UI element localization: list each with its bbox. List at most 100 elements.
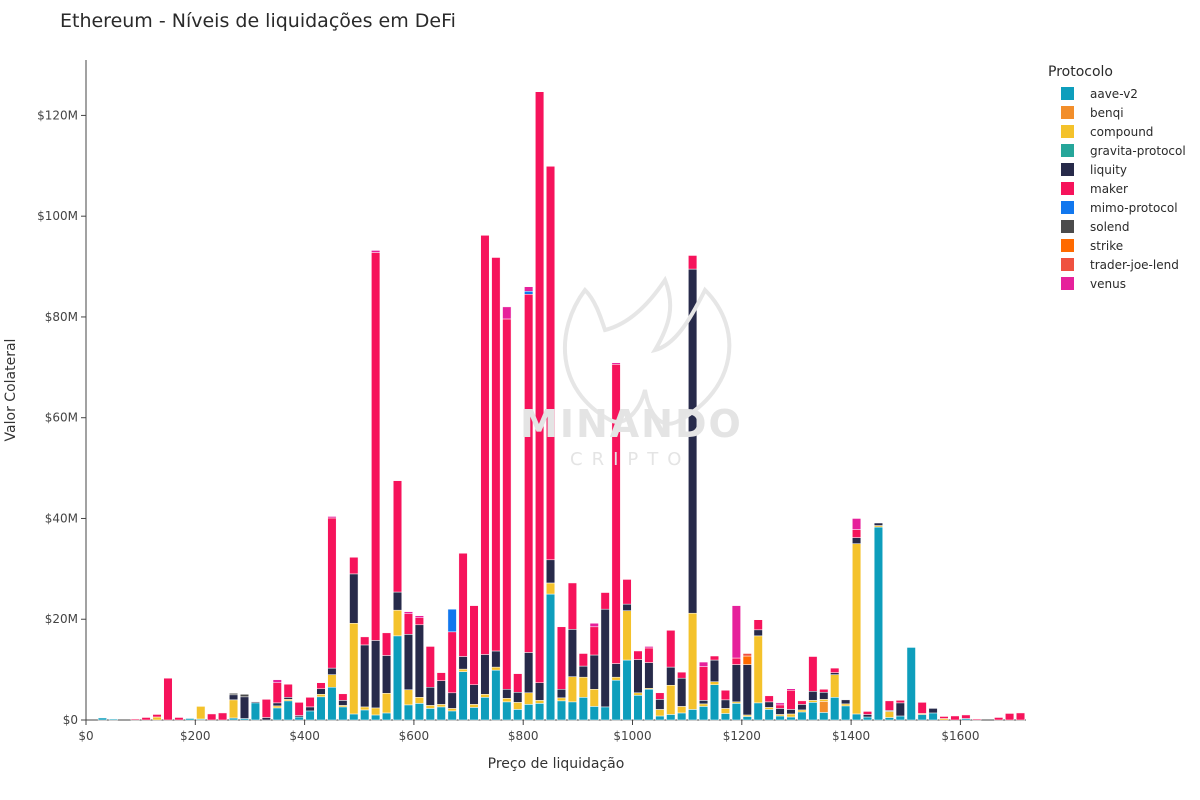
- bar-segment-solend[interactable]: [239, 694, 250, 698]
- bar-segment-maker[interactable]: [305, 697, 315, 708]
- bar-segment-mimo-protocol[interactable]: [447, 608, 457, 633]
- bar-segment-liquity[interactable]: [852, 537, 862, 544]
- bar-segment-maker[interactable]: [830, 667, 840, 673]
- bar-segment-aave-v2[interactable]: [382, 712, 392, 721]
- bar-segment-aave-v2[interactable]: [862, 716, 873, 721]
- bar-segment-liquity[interactable]: [371, 640, 381, 709]
- bar-segment-maker[interactable]: [556, 626, 566, 690]
- bar-segment-compound[interactable]: [786, 713, 796, 718]
- bar-segment-maker[interactable]: [753, 619, 763, 631]
- bar-segment-aave-v2[interactable]: [567, 701, 577, 721]
- bar-segment-venus[interactable]: [589, 623, 599, 628]
- bar-segment-compound[interactable]: [229, 699, 239, 719]
- bar-segment-compound[interactable]: [546, 582, 556, 595]
- bar-segment-maker[interactable]: [644, 647, 654, 663]
- bar-segment-aave-v2[interactable]: [917, 714, 927, 721]
- bar-segment-compound[interactable]: [884, 711, 894, 718]
- bar-segment-venus[interactable]: [852, 518, 862, 530]
- bar-segment-aave-v2[interactable]: [720, 713, 730, 721]
- bar-segment-compound[interactable]: [535, 700, 545, 704]
- bar-segment-compound[interactable]: [425, 705, 435, 709]
- bar-segment-compound[interactable]: [414, 697, 424, 704]
- legend-item-solend[interactable]: solend: [1048, 217, 1186, 236]
- bar-segment-aave-v2[interactable]: [556, 700, 566, 721]
- bar-segment-liquity[interactable]: [349, 573, 359, 624]
- bar-segment-aave-v2[interactable]: [753, 702, 763, 721]
- bar-segment-liquity[interactable]: [546, 559, 556, 584]
- bar-segment-maker[interactable]: [655, 692, 665, 700]
- bar-segment-maker[interactable]: [950, 715, 960, 721]
- bar-segment-maker[interactable]: [775, 704, 785, 709]
- bar-segment-maker[interactable]: [786, 690, 796, 710]
- bar-segment-venus[interactable]: [272, 679, 282, 683]
- bar-segment-maker[interactable]: [480, 235, 490, 655]
- bar-segment-compound[interactable]: [436, 704, 446, 708]
- bar-segment-liquity[interactable]: [480, 654, 490, 695]
- bar-segment-aave-v2[interactable]: [830, 697, 840, 721]
- bar-segment-compound[interactable]: [753, 635, 763, 704]
- bar-segment-aave-v2[interactable]: [305, 710, 315, 721]
- bar-segment-aave-v2[interactable]: [655, 715, 665, 721]
- bar-segment-maker[interactable]: [261, 699, 271, 718]
- bar-segment-aave-v2[interactable]: [699, 706, 709, 721]
- bar-segment-maker[interactable]: [535, 91, 545, 683]
- bar-segment-aave-v2[interactable]: [283, 700, 293, 721]
- bar-segment-compound[interactable]: [819, 699, 829, 702]
- bar-segment-venus[interactable]: [611, 362, 621, 365]
- bar-segment-aave-v2[interactable]: [928, 712, 938, 721]
- bar-segment-aave-v2[interactable]: [491, 669, 501, 721]
- bar-segment-liquity[interactable]: [229, 694, 239, 701]
- bar-segment-compound[interactable]: [447, 708, 457, 712]
- bar-segment-maker[interactable]: [600, 592, 610, 610]
- bar-segment-aave-v2[interactable]: [611, 679, 621, 721]
- bar-segment-maker[interactable]: [349, 557, 359, 575]
- bar-segment-liquity[interactable]: [644, 662, 654, 689]
- bar-segment-maker[interactable]: [524, 294, 534, 653]
- bar-segment-aave-v2[interactable]: [327, 687, 337, 721]
- bar-segment-maker[interactable]: [688, 255, 698, 270]
- bar-segment-compound[interactable]: [655, 709, 665, 717]
- bar-segment-compound[interactable]: [392, 609, 403, 637]
- bar-segment-compound[interactable]: [152, 716, 162, 721]
- bar-segment-liquity[interactable]: [261, 717, 271, 721]
- bar-segment-maker[interactable]: [469, 605, 479, 685]
- bar-segment-maker[interactable]: [764, 695, 774, 703]
- bar-segment-aave-v2[interactable]: [371, 714, 381, 721]
- bar-segment-aave-v2[interactable]: [600, 706, 610, 721]
- bar-segment-aave-v2[interactable]: [469, 707, 479, 721]
- bar-segment-compound[interactable]: [699, 703, 709, 707]
- bar-segment-compound[interactable]: [808, 700, 818, 703]
- bar-segment-liquity[interactable]: [458, 656, 468, 670]
- bar-segment-maker[interactable]: [130, 718, 140, 721]
- bar-segment-liquity[interactable]: [414, 624, 424, 698]
- bar-segment-liquity[interactable]: [808, 691, 818, 701]
- bar-segment-maker[interactable]: [699, 666, 709, 701]
- bar-segment-maker[interactable]: [972, 718, 982, 721]
- bar-segment-maker[interactable]: [403, 613, 413, 635]
- bar-segment-maker[interactable]: [207, 713, 217, 721]
- bar-segment-maker[interactable]: [578, 653, 588, 667]
- bar-segment-liquity[interactable]: [786, 709, 796, 715]
- bar-segment-aave-v2[interactable]: [524, 704, 534, 721]
- bar-segment-liquity[interactable]: [655, 699, 665, 710]
- bar-segment-liquity[interactable]: [611, 663, 621, 678]
- bar-segment-liquity[interactable]: [283, 697, 293, 700]
- bar-segment-aave-v2[interactable]: [229, 717, 239, 721]
- bar-segment-liquity[interactable]: [819, 692, 829, 700]
- bar-segment-liquity[interactable]: [305, 706, 315, 712]
- bar-segment-compound[interactable]: [709, 681, 720, 685]
- bar-segment-venus[interactable]: [327, 516, 337, 519]
- bar-segment-aave-v2[interactable]: [589, 706, 599, 721]
- bar-segment-aave-v2[interactable]: [294, 716, 304, 721]
- legend-item-liquity[interactable]: liquity: [1048, 160, 1186, 179]
- bar-segment-venus[interactable]: [371, 250, 381, 253]
- bar-segment-compound[interactable]: [764, 707, 774, 710]
- bar-segment-compound[interactable]: [720, 708, 730, 714]
- bar-segment-compound[interactable]: [688, 612, 698, 710]
- bar-segment-liquity[interactable]: [403, 634, 413, 691]
- bar-segment-maker[interactable]: [425, 646, 435, 688]
- bar-segment-maker[interactable]: [502, 318, 512, 690]
- bar-segment-liquity[interactable]: [841, 699, 851, 705]
- bar-segment-compound[interactable]: [567, 676, 577, 703]
- bar-segment-aave-v2[interactable]: [688, 709, 698, 721]
